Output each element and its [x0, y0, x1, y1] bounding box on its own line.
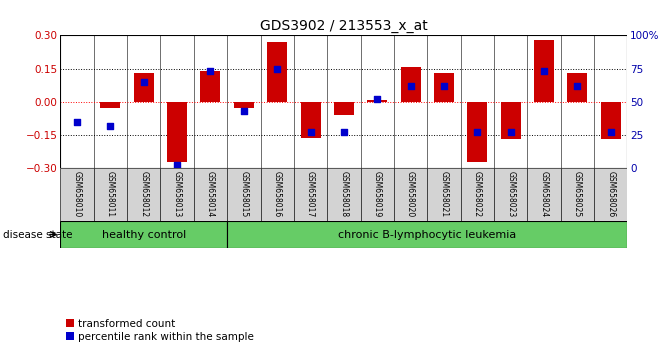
Point — [105, 123, 116, 129]
Point — [539, 68, 550, 74]
Bar — [534, 40, 554, 102]
Bar — [467, 102, 487, 161]
Point — [372, 96, 382, 102]
Text: GSM658025: GSM658025 — [573, 171, 582, 217]
Bar — [327, 168, 360, 221]
Bar — [294, 168, 327, 221]
Bar — [194, 168, 227, 221]
Point — [505, 130, 516, 135]
Legend: transformed count, percentile rank within the sample: transformed count, percentile rank withi… — [66, 319, 254, 342]
Bar — [367, 99, 387, 102]
Bar — [101, 102, 120, 108]
Bar — [561, 168, 594, 221]
Point — [238, 108, 249, 114]
Text: GSM658023: GSM658023 — [506, 171, 515, 217]
Text: GSM658024: GSM658024 — [539, 171, 548, 217]
Point — [305, 130, 316, 135]
Text: GSM658015: GSM658015 — [240, 171, 248, 217]
Bar — [160, 168, 194, 221]
Bar — [494, 168, 527, 221]
Bar — [334, 102, 354, 115]
Text: GSM658013: GSM658013 — [172, 171, 182, 217]
Text: GSM658016: GSM658016 — [272, 171, 282, 217]
Bar — [460, 168, 494, 221]
Text: chronic B-lymphocytic leukemia: chronic B-lymphocytic leukemia — [338, 229, 517, 240]
Point — [172, 163, 183, 169]
Text: GSM658019: GSM658019 — [372, 171, 382, 217]
Point — [72, 119, 83, 125]
Point — [439, 83, 450, 88]
Text: GSM658017: GSM658017 — [306, 171, 315, 217]
Text: GSM658021: GSM658021 — [440, 171, 448, 217]
Bar — [134, 73, 154, 102]
Bar — [434, 73, 454, 102]
Text: GSM658026: GSM658026 — [606, 171, 615, 217]
Text: GSM658022: GSM658022 — [473, 171, 482, 217]
Text: GSM658010: GSM658010 — [72, 171, 82, 217]
Bar — [301, 102, 321, 138]
Point — [272, 66, 282, 72]
Bar — [527, 168, 561, 221]
Bar — [227, 168, 260, 221]
Bar — [501, 102, 521, 139]
Bar — [201, 71, 221, 102]
Bar — [167, 102, 187, 161]
Bar — [234, 102, 254, 108]
Bar — [427, 168, 460, 221]
Text: disease state: disease state — [3, 229, 73, 240]
Bar — [601, 102, 621, 139]
Point — [138, 79, 149, 85]
Text: GSM658011: GSM658011 — [106, 171, 115, 217]
Point — [205, 68, 216, 74]
Bar — [401, 68, 421, 102]
Bar — [60, 168, 94, 221]
Bar — [360, 168, 394, 221]
Bar — [267, 42, 287, 102]
Bar — [568, 73, 587, 102]
Bar — [60, 221, 227, 248]
Title: GDS3902 / 213553_x_at: GDS3902 / 213553_x_at — [260, 19, 428, 33]
Point — [405, 83, 416, 88]
Point — [572, 83, 582, 88]
Bar — [260, 168, 294, 221]
Point — [605, 130, 616, 135]
Bar — [94, 168, 127, 221]
Text: GSM658020: GSM658020 — [406, 171, 415, 217]
Bar — [227, 221, 627, 248]
Text: GSM658012: GSM658012 — [140, 171, 148, 217]
Bar — [594, 168, 627, 221]
Point — [472, 130, 482, 135]
Text: GSM658018: GSM658018 — [340, 171, 348, 217]
Bar — [394, 168, 427, 221]
Bar — [127, 168, 160, 221]
Text: healthy control: healthy control — [101, 229, 186, 240]
Point — [338, 130, 349, 135]
Text: GSM658014: GSM658014 — [206, 171, 215, 217]
